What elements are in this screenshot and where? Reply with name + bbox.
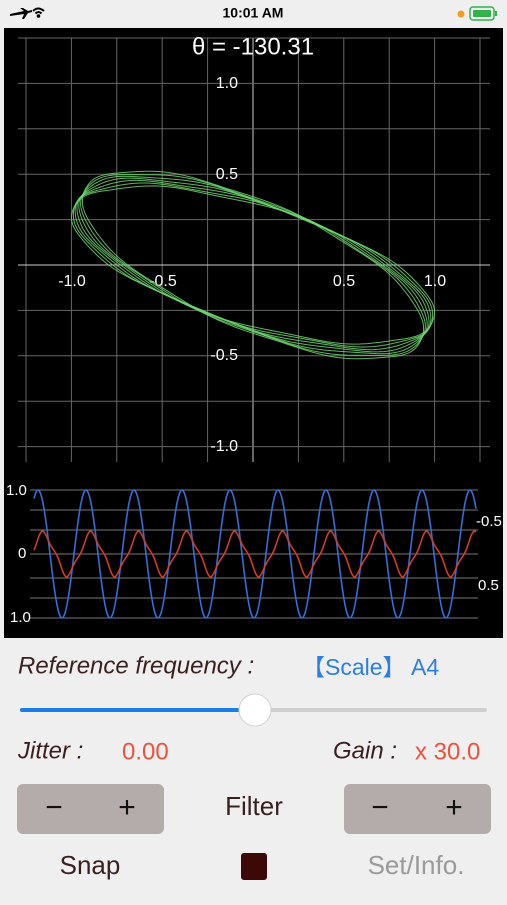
wave-left-label: 1.0 [10, 609, 31, 626]
y-tick-label: 1.0 [216, 75, 238, 92]
wifi-icon [32, 7, 45, 15]
gain-value: x 30.0 [415, 738, 480, 765]
lissajous-curves [70, 170, 436, 360]
note-button[interactable]: A4 [411, 654, 439, 680]
wave-grid [30, 489, 478, 619]
battery [469, 6, 495, 21]
battery-tip [495, 11, 497, 16]
jitter-label: Jitter : [17, 737, 83, 764]
waveforms [33, 489, 477, 619]
x-tick-label: -1.0 [58, 273, 86, 290]
signal-wave [33, 530, 477, 578]
trace [81, 170, 425, 360]
theta-title: θ = -130.31 [192, 33, 314, 60]
status-time: 10:01 AM [223, 5, 284, 21]
trace [80, 174, 426, 356]
snap-button[interactable]: Snap [60, 850, 121, 880]
gain-stepper [344, 784, 491, 834]
airplane-icon [10, 8, 32, 19]
filter-label[interactable]: Filter [225, 791, 283, 821]
frequency-label: Reference frequency : [18, 652, 254, 679]
jitter-value: 0.00 [122, 738, 169, 765]
wave-left-label: 0 [18, 545, 26, 562]
wave-right-label: 0.5 [478, 577, 499, 594]
gain-label: Gain : [333, 737, 397, 764]
jitter-plus[interactable]: + [118, 791, 136, 824]
trace [70, 185, 436, 345]
xy-grid [18, 37, 490, 462]
set-info-button[interactable]: Set/Info. [368, 850, 465, 880]
wifi-dot [36, 14, 41, 18]
record-button[interactable] [241, 853, 267, 880]
gain-plus[interactable]: + [445, 791, 463, 824]
slider-fill [20, 708, 255, 712]
reference-wave [33, 489, 477, 619]
trace [78, 175, 428, 355]
wave-right-label: -0.5 [476, 513, 502, 530]
y-tick-label: 0.5 [216, 166, 238, 183]
x-tick-label: 1.0 [424, 273, 446, 290]
gain-minus[interactable]: − [371, 791, 389, 824]
battery-level [473, 10, 491, 17]
y-tick-label: -1.0 [210, 438, 238, 455]
orange-dot [457, 10, 465, 18]
trace [72, 182, 434, 348]
x-tick-label: 0.5 [333, 273, 355, 290]
jitter-stepper [17, 784, 164, 834]
y-tick-label: -0.5 [210, 347, 238, 364]
scale-button[interactable]: 【Scale】 [302, 654, 406, 680]
wave-left-label: 1.0 [6, 482, 27, 499]
jitter-minus[interactable]: − [45, 791, 63, 824]
slider-thumb[interactable] [238, 693, 272, 727]
